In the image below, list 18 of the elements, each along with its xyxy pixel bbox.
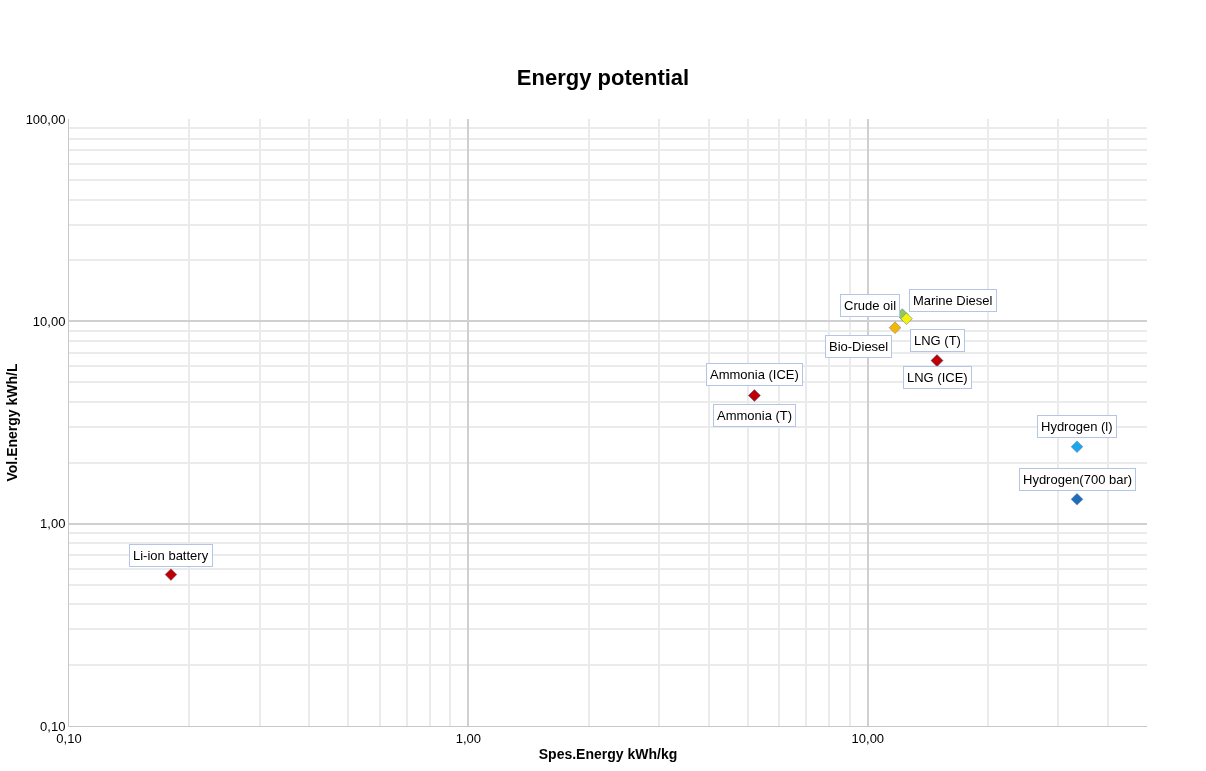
series-label: Li-ion battery [133,548,209,563]
series-label: LNG (T) [914,333,961,348]
series-label: LNG (ICE) [907,370,968,385]
x-tick-label: 1,00 [455,730,482,746]
series-label: Hydrogen (l) [1041,419,1113,434]
x-axis-title: Spes.Energy kWh/kg [538,745,678,762]
series-label: Hydrogen(700 bar) [1023,472,1133,487]
y-tick-label: 10,00 [32,313,66,329]
series-label: Crude oil [844,298,897,313]
series-label: Bio-Diesel [829,339,889,354]
series-label: Marine Diesel [913,293,993,308]
chart-title: Energy potential [516,64,690,90]
series-label: Ammonia (T) [717,408,793,423]
y-tick-label: 1,00 [40,516,66,532]
x-tick-label: 10,00 [851,730,885,746]
series-label: Ammonia (ICE) [710,367,799,382]
y-axis-title: Vol.Energy kWh/L [4,363,21,482]
y-tick-label: 100,00 [25,111,66,127]
